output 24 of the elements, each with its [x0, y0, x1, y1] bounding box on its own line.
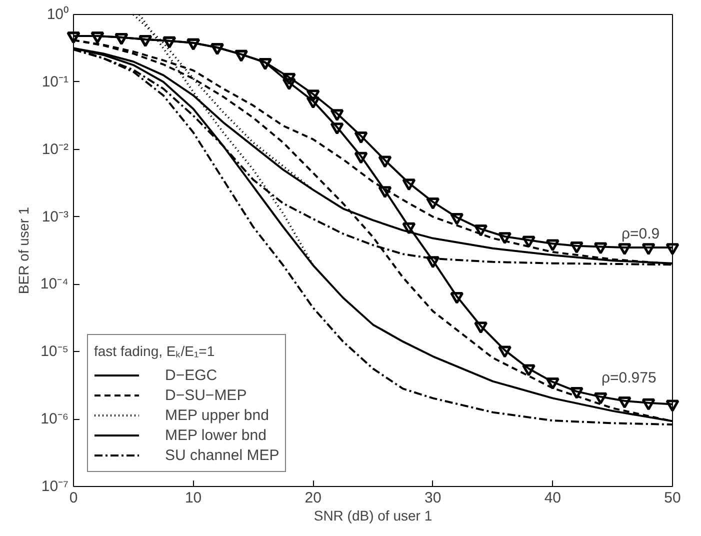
legend-label: MEP lower bnd	[165, 426, 266, 444]
annotation: ρ=0.975	[602, 370, 656, 386]
legend-label: MEP upper bnd	[165, 406, 269, 424]
annotation: ρ=0.9	[622, 226, 660, 242]
x-tick-label: 0	[69, 490, 78, 506]
x-tick-label: 50	[664, 490, 681, 506]
y-tick-label: 10⁻²	[42, 140, 69, 158]
x-tick-label: 10	[184, 490, 202, 506]
y-tick-label: 10⁰	[46, 6, 69, 23]
y-tick-label: 10⁻³	[42, 208, 69, 226]
x-tick-label: 40	[544, 490, 562, 506]
y-tick-label: 10⁻⁷	[41, 478, 69, 495]
x-axis-title: SNR (dB) of user 1	[314, 508, 432, 524]
legend-label: SU channel MEP	[165, 446, 280, 464]
y-tick-label: 10⁻⁵	[40, 343, 69, 360]
x-tick-label: 30	[424, 490, 442, 506]
legend-label: D−SU−MEP	[165, 386, 247, 404]
y-axis-title: BER of user 1	[15, 206, 32, 294]
x-tick-label: 20	[304, 490, 322, 506]
legend-label: D−EGC	[165, 366, 218, 384]
legend-title: fast fading, Eₖ/E₁=1	[94, 342, 216, 360]
y-tick-label: 10⁻¹	[42, 73, 69, 90]
y-tick-label: 10⁻⁴	[40, 276, 69, 293]
y-tick-label: 10⁻⁶	[40, 410, 68, 428]
